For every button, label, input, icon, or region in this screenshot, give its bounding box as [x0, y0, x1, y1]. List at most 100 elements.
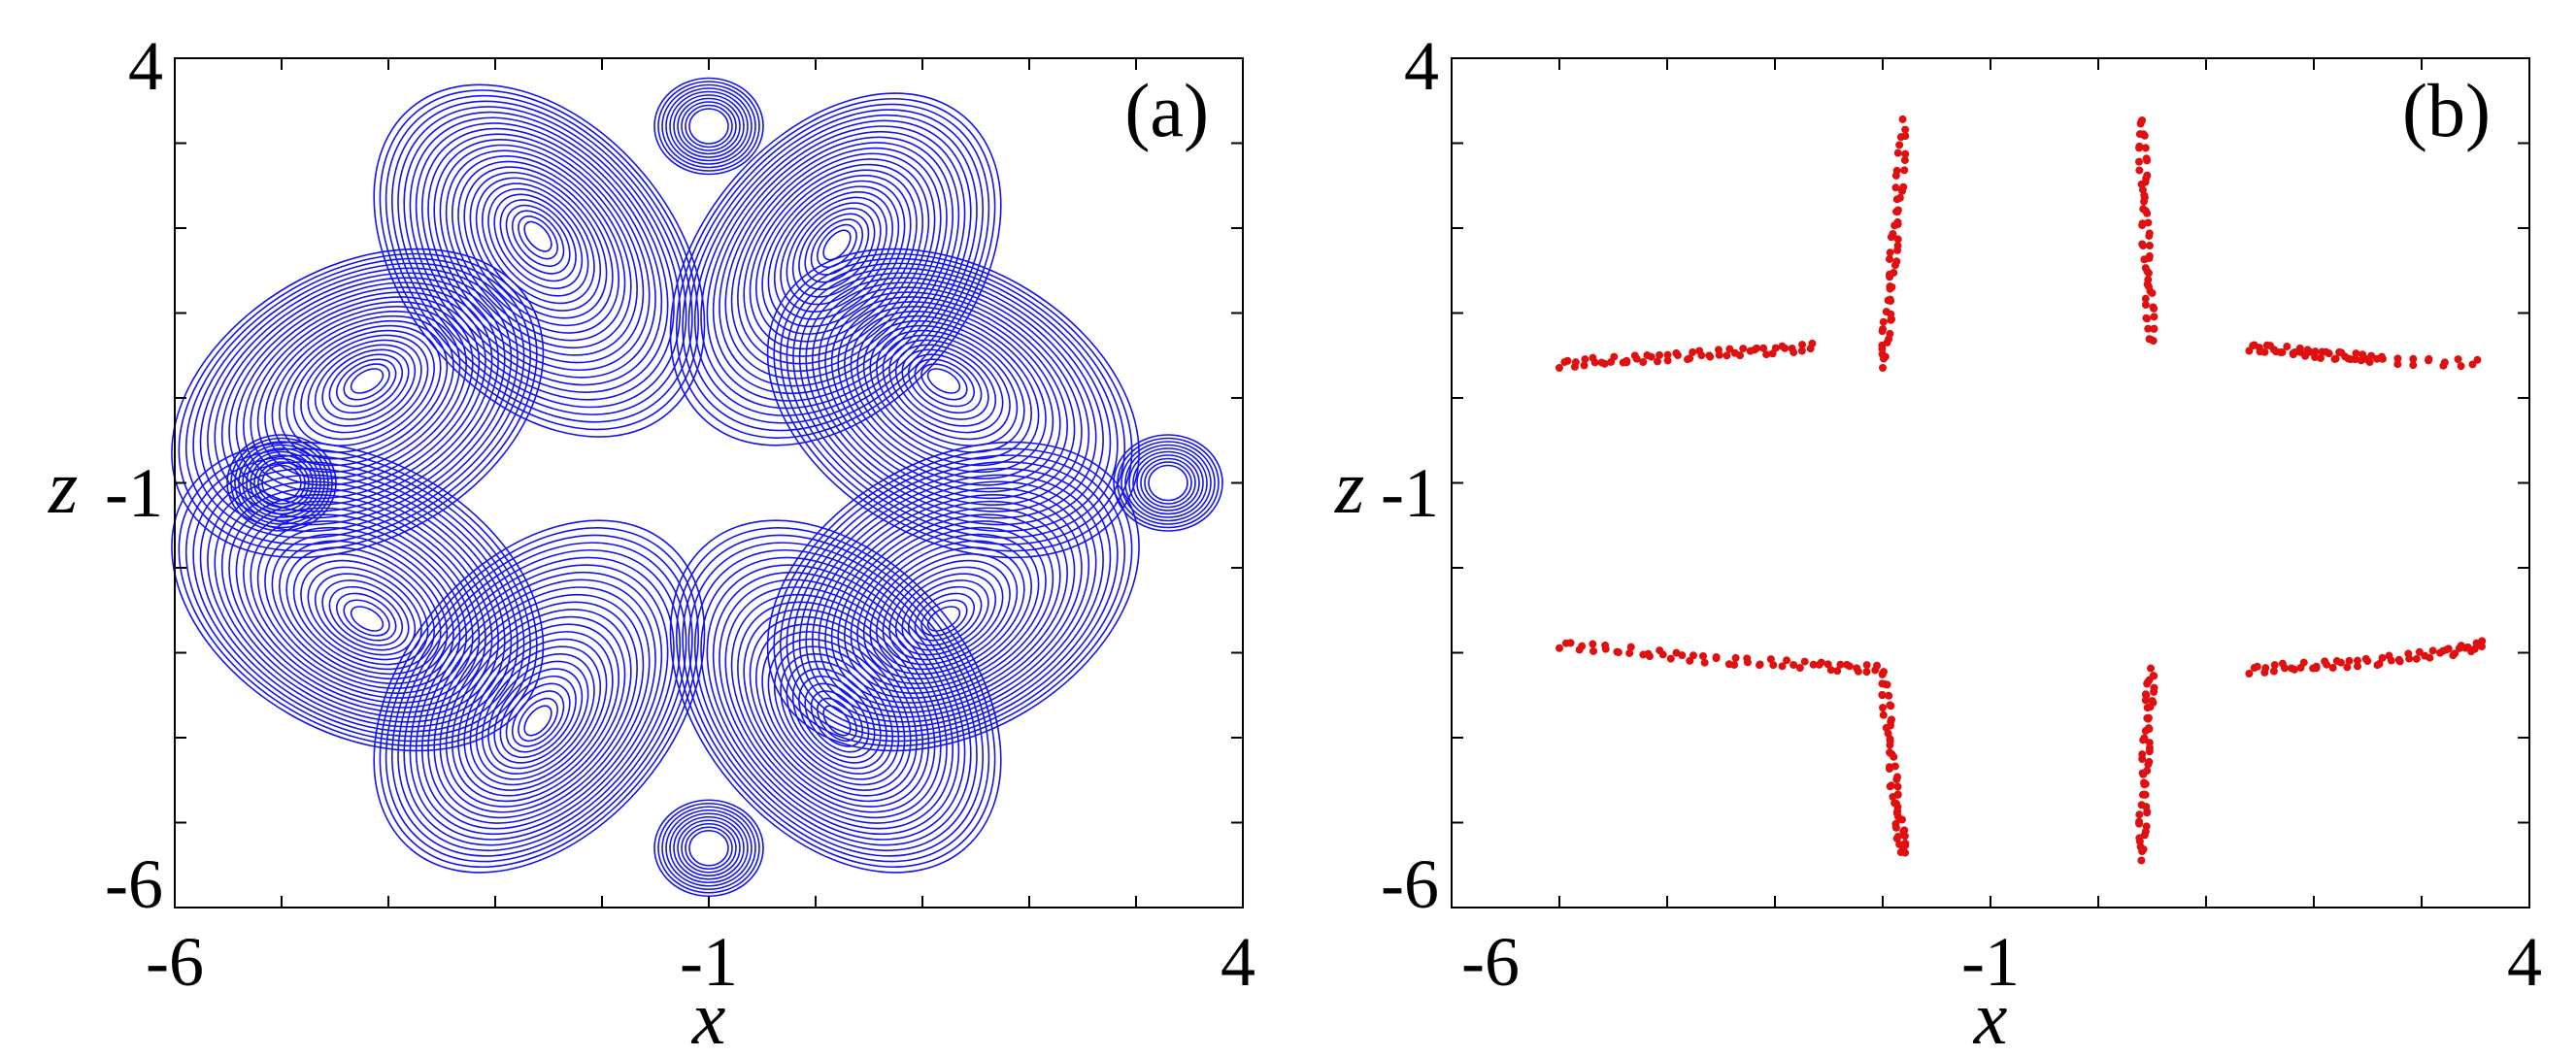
section-point: [1607, 357, 1616, 366]
panel-b-label: (b): [2402, 68, 2491, 152]
trajectory-loop: [779, 257, 1126, 545]
section-point: [2143, 314, 2152, 323]
section-point: [1686, 354, 1694, 363]
trajectory-loop: [427, 133, 651, 372]
trajectory-loop: [682, 103, 990, 432]
section-point: [2457, 362, 2465, 371]
section-point: [1750, 346, 1758, 354]
section-point: [2470, 644, 2479, 653]
trajectory-loop: [869, 546, 1025, 676]
section-point: [1893, 790, 1902, 799]
section-point: [1647, 352, 1656, 361]
section-point: [2137, 801, 2146, 809]
section-point: [1623, 358, 1631, 367]
trajectory-loop: [737, 152, 936, 365]
trajectory-loop: [214, 480, 506, 723]
section-point: [1778, 342, 1787, 350]
section-point: [2296, 663, 2305, 672]
section-point: [1895, 840, 1904, 848]
section-point: [1663, 350, 1672, 359]
trajectory-loop: [379, 89, 700, 431]
trajectory-lobe: [673, 815, 745, 880]
section-point: [2328, 664, 2337, 673]
section-point: [1762, 350, 1771, 359]
trajectory-loop: [888, 566, 1004, 661]
section-point: [1843, 660, 1852, 669]
trajectory-lobe: [1124, 444, 1212, 522]
section-point: [1743, 654, 1752, 663]
trajectory-loop: [271, 314, 454, 467]
trajectory-loop: [475, 645, 602, 780]
trajectory-loop: [178, 447, 538, 747]
trajectory-loop: [235, 500, 486, 709]
section-point: [2438, 646, 2447, 655]
section-point: [2149, 698, 2158, 707]
trajectory-loop: [457, 160, 620, 334]
trajectory-lobe: [1140, 457, 1196, 509]
section-point: [2311, 347, 2320, 356]
section-point: [1769, 661, 1778, 670]
section-point: [2361, 654, 2370, 663]
trajectory-loop: [908, 585, 983, 646]
trajectory-lobe: [1117, 437, 1220, 529]
section-point: [2278, 347, 2287, 356]
section-point: [2136, 119, 2145, 128]
section-point: [1879, 710, 1888, 719]
trajectory-loop: [243, 507, 481, 704]
trajectory-loop: [285, 546, 442, 676]
section-point: [1739, 345, 1748, 353]
trajectory-loop: [518, 697, 558, 743]
trajectory-loop: [184, 454, 532, 743]
section-point: [2463, 643, 2472, 651]
section-point: [1879, 317, 1888, 326]
section-point: [2457, 642, 2465, 650]
trajectory-loop: [300, 559, 429, 666]
section-point: [1580, 361, 1589, 370]
trajectory-loop: [869, 324, 1025, 453]
section-point: [1645, 652, 1654, 661]
section-point: [1901, 125, 1910, 134]
trajectory-loop: [511, 210, 565, 268]
section-point: [1862, 661, 1871, 670]
section-point: [2409, 354, 2418, 363]
section-point: [1736, 351, 1745, 360]
trajectory-loop: [737, 601, 936, 813]
section-point: [1578, 642, 1587, 650]
trajectory-lobe: [677, 819, 741, 877]
trajectory-loop: [926, 368, 961, 394]
trajectory-lobe: [677, 97, 741, 155]
section-point: [1725, 345, 1734, 353]
section-point: [2144, 218, 2153, 227]
section-point: [1896, 133, 1905, 142]
trajectory-loop: [805, 277, 1097, 519]
trajectory-loop: [391, 542, 687, 857]
trajectory-loop: [487, 187, 589, 297]
panel-a-ytick-bottom: -6: [105, 845, 163, 923]
section-point: [2149, 672, 2158, 680]
trajectory-loop: [493, 668, 584, 764]
section-point: [1886, 248, 1894, 257]
trajectory-loop: [199, 467, 519, 733]
section-point: [2140, 191, 2149, 200]
trajectory-loop: [421, 578, 656, 830]
trajectory-loop: [171, 441, 545, 752]
section-point: [1678, 651, 1687, 660]
section-point: [1886, 735, 1894, 743]
section-point: [1853, 664, 1861, 673]
trajectory-loop: [409, 564, 669, 841]
section-point: [1556, 364, 1563, 372]
trajectory-lobe: [665, 809, 753, 887]
section-point: [1797, 347, 1806, 355]
section-point: [1723, 351, 1731, 360]
section-point: [2139, 242, 2148, 250]
section-point: [2473, 355, 2482, 364]
section-point: [1759, 344, 1768, 352]
section-point: [2353, 656, 2361, 665]
section-point: [2270, 661, 2279, 670]
trajectory-loop: [766, 441, 1140, 752]
section-point: [2425, 653, 2434, 662]
trajectory-loop: [511, 690, 565, 747]
panel-b-xlabel: x: [1973, 975, 2008, 1057]
section-point: [1893, 235, 1902, 244]
section-point: [1887, 702, 1895, 710]
